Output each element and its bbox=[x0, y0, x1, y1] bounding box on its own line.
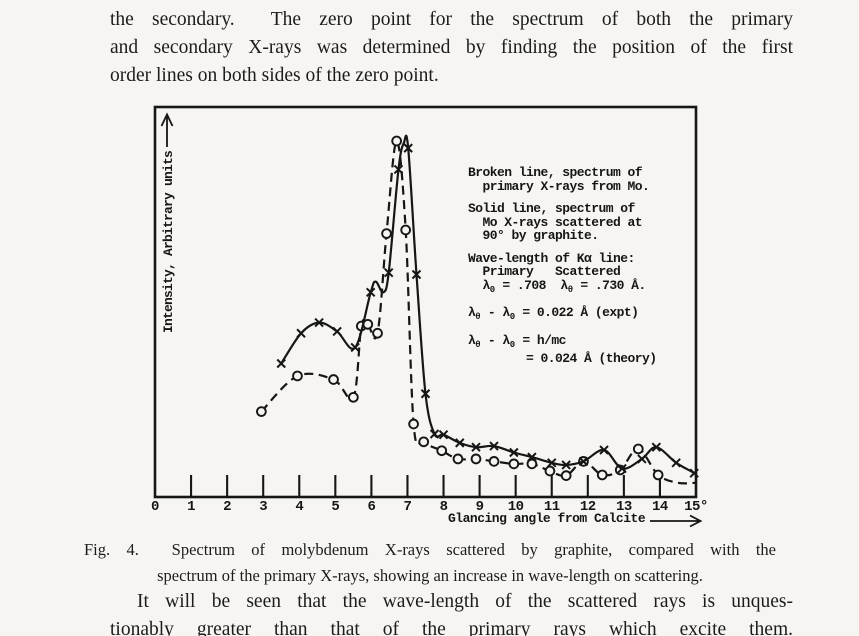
data-point-x-marker bbox=[599, 445, 609, 455]
x-tick-label: 4 bbox=[295, 499, 304, 515]
x-tick-label: 9 bbox=[475, 499, 484, 515]
figure-caption: Fig. 4. Spectrum of molybdenum X-rays sc… bbox=[84, 537, 776, 589]
y-axis-label: Intensity, Arbitrary units bbox=[161, 150, 176, 333]
data-point-circle-marker bbox=[526, 458, 538, 470]
x-tick-label: 7 bbox=[403, 499, 412, 515]
data-point-x-marker bbox=[420, 389, 431, 399]
x-axis-label: Glancing angle from Calcite bbox=[448, 511, 646, 526]
x-axis-arrow-icon bbox=[650, 514, 703, 528]
data-point-x-marker bbox=[384, 268, 394, 278]
data-point-circle-marker bbox=[470, 453, 482, 465]
x-tick-label: 13 bbox=[615, 499, 632, 515]
plot-border bbox=[153, 105, 698, 499]
x-tick-label: 12 bbox=[579, 499, 596, 515]
data-point-circle-marker bbox=[400, 224, 412, 236]
x-tick-label: 1 bbox=[187, 499, 196, 515]
legend-line: primary X-rays from Mo. bbox=[468, 178, 650, 194]
text-line: order lines on both sides of the zero po… bbox=[110, 65, 439, 86]
data-point-x-marker bbox=[547, 458, 557, 468]
legend-block: Broken line, spectrum of primary X-rays … bbox=[468, 166, 657, 193]
text-line: tionably greater than that of the primar… bbox=[110, 619, 793, 636]
body-paragraph-bottom: It will be seen that the wave-length of … bbox=[110, 588, 793, 636]
chart-legend: Broken line, spectrum of primary X-rays … bbox=[468, 166, 657, 375]
legend-line: 90° by graphite. bbox=[468, 228, 600, 243]
data-point-circle-marker bbox=[381, 228, 392, 239]
legend-line: Wave-length of Kα line: bbox=[468, 250, 635, 266]
legend-block: Solid line, spectrum of Mo X-rays scatte… bbox=[468, 202, 657, 243]
data-point-x-marker bbox=[671, 458, 681, 468]
data-point-x-marker bbox=[314, 317, 324, 328]
data-point-x-marker bbox=[332, 326, 342, 337]
data-point-x-marker bbox=[403, 143, 413, 153]
data-point-x-marker bbox=[637, 454, 647, 464]
data-point-x-marker bbox=[471, 442, 481, 452]
legend-line: = 0.024 Å (theory) bbox=[468, 351, 657, 366]
x-tick-label: 14 bbox=[652, 499, 668, 515]
legend-line: Mo X-rays scattered at bbox=[468, 214, 643, 230]
data-point-circle-marker bbox=[328, 374, 339, 385]
text-line: It will be seen that the wave-length of … bbox=[137, 591, 793, 612]
data-point-x-marker bbox=[689, 468, 699, 478]
text-line: the secondary. The zero point for the sp… bbox=[110, 9, 793, 30]
data-point-circle-marker bbox=[436, 445, 448, 457]
data-point-x-marker bbox=[429, 429, 440, 439]
legend-line: Solid line, spectrum of bbox=[468, 201, 635, 216]
legend-block: λθ - λ0 = h/mc = 0.024 Å (theory) bbox=[468, 332, 657, 366]
legend-block: Wave-length of Kα line: Primary Scattere… bbox=[468, 250, 657, 298]
legend-line: λθ - λ0 = 0.022 Å (expt) bbox=[468, 305, 639, 322]
legend-line: λ0 = .708 λθ = .730 Å. bbox=[468, 277, 647, 295]
data-point-x-marker bbox=[393, 164, 404, 175]
data-point-circle-marker bbox=[408, 418, 419, 430]
x-tick-label: 6 bbox=[367, 499, 376, 515]
text-line: and secondary X-rays was determined by f… bbox=[110, 37, 793, 58]
data-point-circle-marker bbox=[596, 469, 608, 481]
data-point-circle-marker bbox=[544, 465, 556, 477]
body-paragraph-top: the secondary. The zero point for the sp… bbox=[110, 6, 793, 90]
legend-line: λθ - λ0 = h/mc bbox=[468, 332, 566, 350]
data-point-circle-marker bbox=[508, 458, 520, 470]
data-point-circle-marker bbox=[292, 370, 303, 382]
data-point-x-marker bbox=[578, 456, 589, 467]
legend-line: Broken line, spectrum of bbox=[468, 165, 643, 180]
data-point-x-marker bbox=[438, 429, 449, 440]
caption-line: Fig. 4. Spectrum of molybdenum X-rays sc… bbox=[84, 540, 776, 559]
data-point-circle-marker bbox=[652, 469, 664, 481]
y-axis-arrow-icon bbox=[160, 112, 174, 147]
data-point-x-marker bbox=[296, 328, 306, 338]
x-tick-label: 0 bbox=[151, 499, 159, 515]
data-point-x-marker bbox=[509, 447, 519, 458]
data-point-x-marker bbox=[617, 463, 627, 474]
legend-line: Primary Scattered bbox=[468, 264, 621, 279]
data-point-x-marker bbox=[561, 460, 571, 470]
data-point-x-marker bbox=[651, 442, 662, 452]
data-point-circle-marker bbox=[348, 391, 359, 403]
x-tick-label: 2 bbox=[223, 499, 232, 515]
data-point-circle-marker bbox=[560, 470, 572, 481]
data-point-x-marker bbox=[527, 452, 537, 462]
data-point-x-marker bbox=[489, 441, 499, 451]
data-point-circle-marker bbox=[256, 406, 267, 417]
data-point-circle-marker bbox=[488, 456, 500, 467]
x-tick-label: 11 bbox=[543, 499, 560, 515]
caption-line: spectrum of the primary X-rays, showing … bbox=[157, 566, 703, 585]
data-point-circle-marker bbox=[418, 436, 430, 448]
data-point-circle-marker bbox=[372, 327, 383, 339]
x-tick-label: 5 bbox=[331, 499, 340, 515]
data-point-x-marker bbox=[350, 342, 360, 353]
data-point-x-marker bbox=[455, 438, 465, 448]
x-tick-label: 8 bbox=[439, 499, 448, 515]
x-tick-label: 15° bbox=[684, 499, 708, 515]
data-point-circle-marker bbox=[632, 443, 644, 455]
data-point-x-marker bbox=[276, 358, 286, 369]
x-tick-label: 10 bbox=[507, 499, 524, 515]
data-point-circle-marker bbox=[391, 135, 402, 147]
x-tick-label: 3 bbox=[259, 499, 268, 515]
data-point-x-marker bbox=[411, 269, 422, 280]
legend-block: λθ - λ0 = 0.022 Å (expt) bbox=[468, 306, 657, 325]
data-point-x-marker bbox=[365, 287, 376, 298]
data-point-circle-marker bbox=[452, 453, 464, 465]
